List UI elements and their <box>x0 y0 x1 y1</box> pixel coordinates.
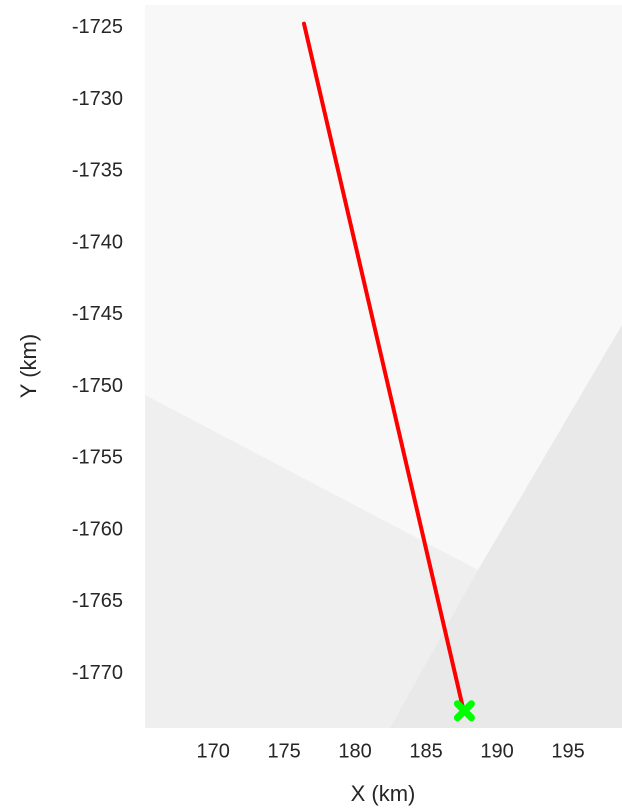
x-tick-label: 195 <box>551 740 584 762</box>
y-tick-label: -1740 <box>72 231 123 253</box>
x-tick-label: 170 <box>196 740 229 762</box>
y-tick-label: -1725 <box>72 16 123 38</box>
x-axis-label: X (km) <box>351 781 416 806</box>
end-marker <box>453 700 475 722</box>
imagery-tile <box>145 395 478 728</box>
imagery-tile <box>390 325 622 728</box>
x-tick-label: 190 <box>480 740 513 762</box>
x-tick-label: 185 <box>409 740 442 762</box>
y-tick-label: -1765 <box>72 590 123 612</box>
y-axis-label: Y (km) <box>16 334 41 398</box>
y-tick-label: -1755 <box>72 447 123 469</box>
y-tick-label: -1730 <box>72 88 123 110</box>
y-tick-label: -1735 <box>72 160 123 182</box>
y-tick-label: -1745 <box>72 303 123 325</box>
background-imagery <box>145 5 622 728</box>
x-tick-label: 175 <box>267 740 300 762</box>
y-tick-label: -1750 <box>72 375 123 397</box>
y-tick-label: -1760 <box>72 518 123 540</box>
x-tick-label: 180 <box>338 740 371 762</box>
imagery-tile <box>145 5 622 570</box>
track-line <box>302 21 465 710</box>
y-tick-label: -1770 <box>72 662 123 684</box>
